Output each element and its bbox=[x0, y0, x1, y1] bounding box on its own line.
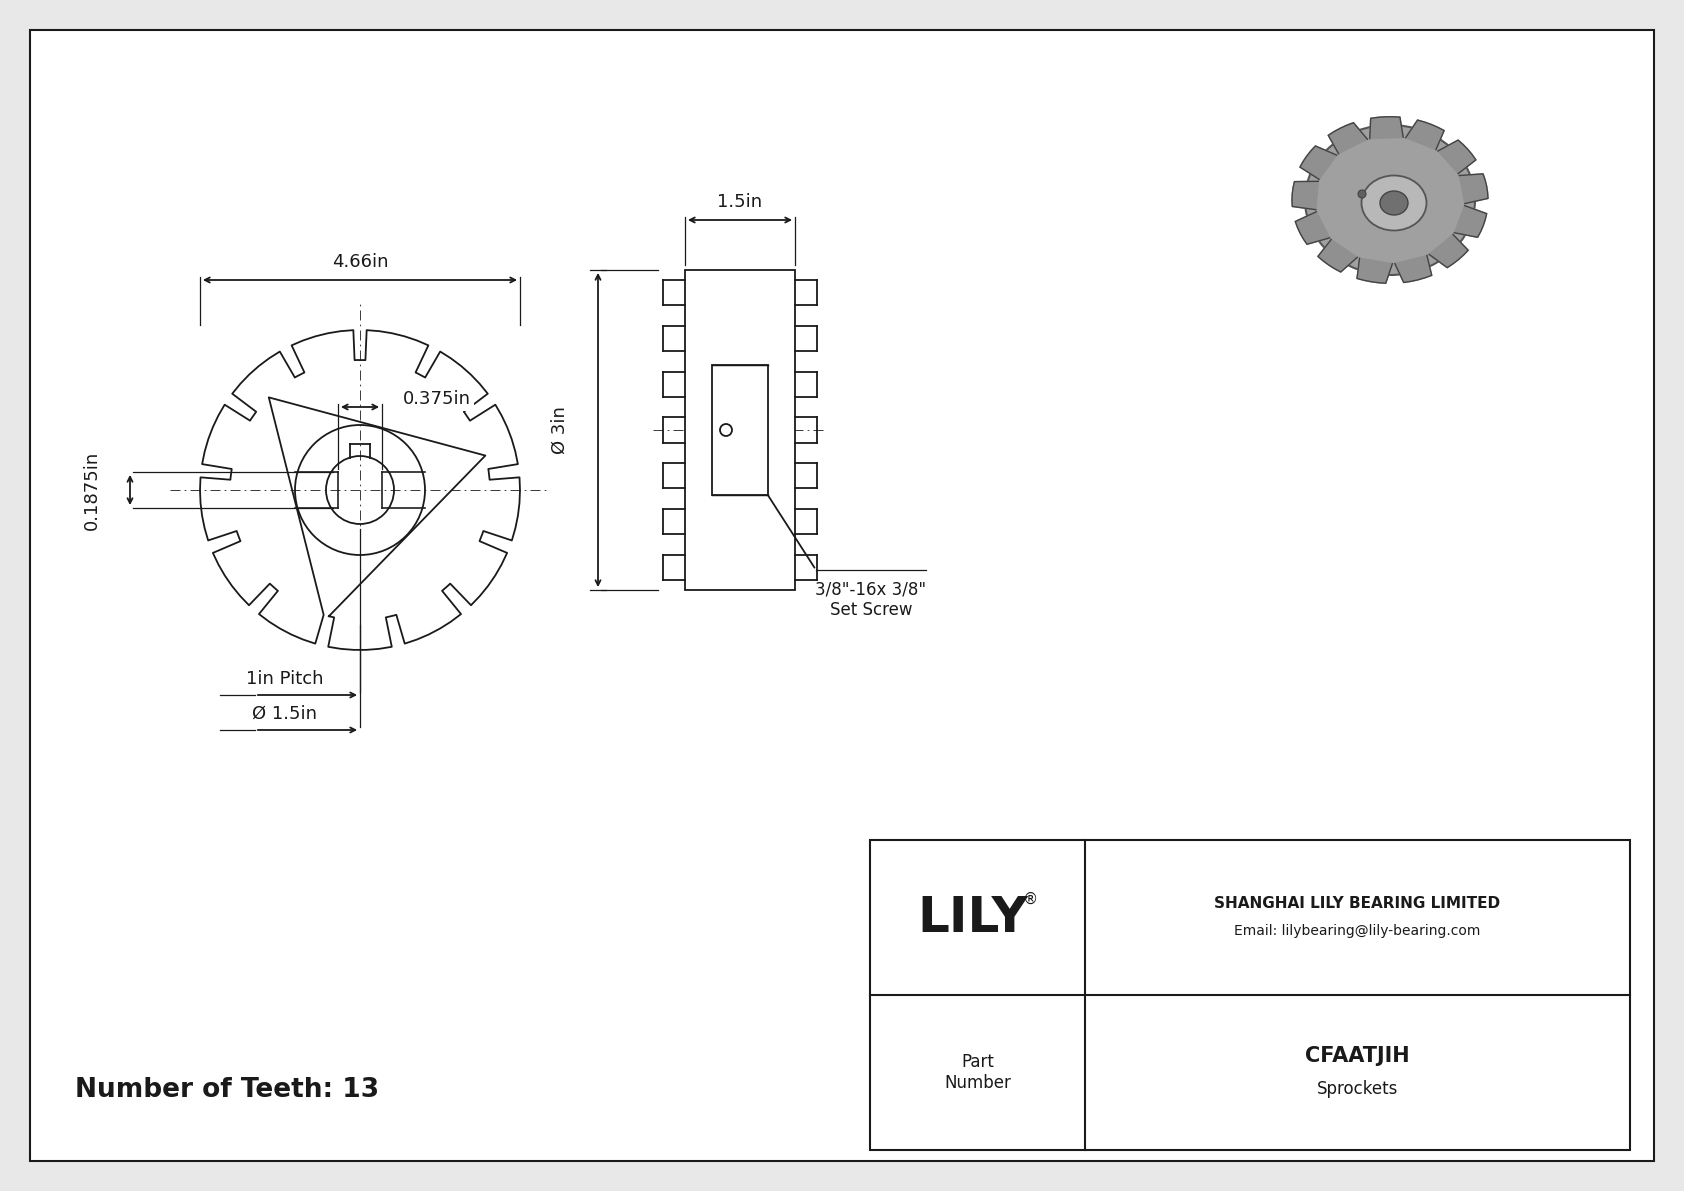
Polygon shape bbox=[1295, 212, 1330, 244]
Polygon shape bbox=[1319, 239, 1357, 272]
Text: Part
Number: Part Number bbox=[945, 1053, 1010, 1092]
Text: 4.66in: 4.66in bbox=[332, 252, 389, 272]
Polygon shape bbox=[1406, 120, 1445, 150]
Text: 0.1875in: 0.1875in bbox=[83, 450, 101, 530]
Text: 0.375in: 0.375in bbox=[402, 389, 472, 409]
Polygon shape bbox=[1460, 174, 1489, 204]
Bar bbox=[871, 840, 1630, 1151]
Text: 1in Pitch: 1in Pitch bbox=[246, 671, 323, 688]
Polygon shape bbox=[1430, 235, 1468, 268]
Polygon shape bbox=[1438, 141, 1475, 174]
Text: SHANGHAI LILY BEARING LIMITED: SHANGHAI LILY BEARING LIMITED bbox=[1214, 896, 1500, 911]
Polygon shape bbox=[1329, 123, 1367, 154]
Text: 3/8"-16x 3/8"
Set Screw: 3/8"-16x 3/8" Set Screw bbox=[815, 580, 926, 619]
Polygon shape bbox=[1369, 117, 1403, 138]
Polygon shape bbox=[1357, 258, 1393, 283]
Bar bbox=[685, 270, 795, 590]
Polygon shape bbox=[1455, 206, 1487, 237]
Text: Ø 3in: Ø 3in bbox=[551, 406, 569, 454]
Text: Number of Teeth: 13: Number of Teeth: 13 bbox=[76, 1077, 379, 1103]
Polygon shape bbox=[1300, 146, 1337, 180]
Text: Ø 1.5in: Ø 1.5in bbox=[253, 705, 318, 723]
Bar bbox=[712, 364, 768, 495]
Text: Sprockets: Sprockets bbox=[1317, 1079, 1398, 1097]
Text: Email: lilybearing@lily-bearing.com: Email: lilybearing@lily-bearing.com bbox=[1234, 924, 1480, 939]
Ellipse shape bbox=[1361, 175, 1426, 231]
Polygon shape bbox=[1394, 256, 1431, 282]
Text: CFAATJIH: CFAATJIH bbox=[1305, 1047, 1410, 1066]
Ellipse shape bbox=[1379, 191, 1408, 216]
Text: LILY: LILY bbox=[918, 893, 1027, 942]
Polygon shape bbox=[1292, 181, 1319, 210]
Circle shape bbox=[1357, 191, 1366, 198]
Text: 1.5in: 1.5in bbox=[717, 193, 763, 211]
Ellipse shape bbox=[1305, 125, 1475, 275]
Text: ®: ® bbox=[1022, 892, 1037, 908]
